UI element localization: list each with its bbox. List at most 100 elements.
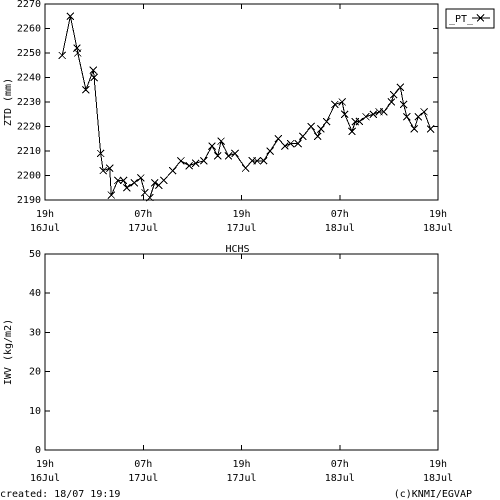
- data-marker: [130, 178, 139, 187]
- data-marker: [299, 132, 307, 141]
- data-marker: [307, 122, 315, 131]
- plot-frame: [44, 253, 439, 451]
- data-marker: [208, 142, 216, 150]
- data-marker: [253, 156, 261, 165]
- x-tick-date: 18Jul: [423, 473, 453, 484]
- y-tick-label: 2240: [17, 73, 41, 84]
- data-marker: [348, 127, 356, 136]
- x-tick-date: 17Jul: [128, 223, 158, 234]
- data-marker: [224, 152, 233, 160]
- y-tick-label: 2190: [17, 195, 41, 206]
- y-tick-label: 50: [29, 249, 41, 260]
- data-marker: [338, 98, 347, 106]
- data-marker: [105, 164, 114, 173]
- created-note: created: 18/07 19:19: [0, 489, 120, 500]
- x-tick-date: 17Jul: [226, 473, 256, 484]
- data-marker: [96, 149, 105, 158]
- y-tick-label: 2260: [17, 24, 41, 35]
- y-tick-label: 10: [29, 406, 41, 417]
- data-marker: [426, 125, 435, 133]
- y-tick-label: 20: [29, 367, 41, 378]
- data-marker: [185, 161, 193, 170]
- data-line: [61, 16, 432, 199]
- chart-title: HCHS: [225, 244, 249, 255]
- data-marker: [420, 107, 428, 116]
- x-tick-label: 19h: [429, 459, 447, 470]
- data-marker: [191, 159, 200, 168]
- y-tick-label: 0: [35, 445, 41, 456]
- data-marker: [410, 125, 419, 133]
- y-tick-label: 30: [29, 327, 41, 338]
- data-marker: [99, 166, 107, 175]
- data-marker: [313, 132, 322, 141]
- x-tick-date: 16Jul: [30, 223, 60, 234]
- data-marker: [66, 12, 75, 21]
- x-tick-date: 17Jul: [226, 223, 256, 234]
- x-tick-date: 17Jul: [128, 473, 158, 484]
- x-tick-label: 07h: [331, 459, 349, 470]
- data-marker: [241, 164, 250, 173]
- data-marker: [387, 98, 396, 106]
- data-marker: [73, 49, 82, 57]
- data-marker: [107, 191, 116, 199]
- x-tick-label: 19h: [429, 209, 447, 220]
- data-marker: [199, 156, 208, 165]
- data-marker: [259, 156, 268, 165]
- data-marker: [414, 112, 423, 121]
- y-tick-label: 2270: [17, 0, 41, 10]
- data-marker: [123, 183, 131, 192]
- data-marker: [213, 152, 222, 160]
- data-marker: [330, 100, 339, 109]
- credit-note: (c)KNMI/EGVAP: [394, 489, 472, 500]
- legend-marker: [476, 14, 485, 22]
- data-marker: [159, 176, 168, 185]
- data-marker: [114, 176, 122, 185]
- data-marker: [317, 125, 325, 133]
- data-marker: [340, 110, 349, 119]
- x-tick-date: 18Jul: [423, 223, 453, 234]
- data-marker: [403, 112, 411, 121]
- y-tick-label: 2210: [17, 146, 41, 157]
- y-axis-label: IWV (kg/m2): [3, 319, 14, 385]
- data-marker: [177, 156, 185, 165]
- data-marker: [380, 107, 388, 116]
- data-marker: [369, 110, 378, 119]
- data-marker: [136, 174, 145, 182]
- x-tick-label: 19h: [36, 209, 54, 220]
- legend-label: _PT_: [449, 14, 474, 25]
- legend-box: [445, 8, 495, 29]
- x-tick-label: 07h: [134, 459, 152, 470]
- x-tick-label: 19h: [232, 209, 250, 220]
- y-axis-label: ZTD (mm): [3, 78, 14, 126]
- data-marker: [119, 176, 128, 185]
- data-marker: [266, 147, 275, 155]
- data-marker: [286, 139, 295, 148]
- y-tick-label: 40: [29, 288, 41, 299]
- data-marker: [231, 149, 239, 158]
- x-tick-label: 19h: [36, 459, 54, 470]
- data-marker: [294, 139, 302, 148]
- x-tick-date: 18Jul: [325, 223, 355, 234]
- x-tick-label: 07h: [134, 209, 152, 220]
- x-tick-label: 07h: [331, 209, 349, 220]
- data-marker: [145, 193, 154, 202]
- y-tick-label: 2200: [17, 171, 41, 182]
- data-marker: [389, 90, 398, 99]
- data-marker: [217, 137, 225, 146]
- x-tick-label: 19h: [232, 459, 250, 470]
- data-marker: [89, 66, 98, 75]
- data-marker: [396, 83, 405, 92]
- data-marker: [355, 117, 364, 126]
- data-marker: [150, 178, 159, 187]
- data-marker: [322, 117, 331, 126]
- x-tick-date: 16Jul: [30, 473, 60, 484]
- y-tick-label: 2230: [17, 97, 41, 108]
- y-tick-label: 2220: [17, 122, 41, 133]
- data-marker: [58, 51, 67, 60]
- data-marker: [82, 85, 90, 94]
- y-tick-label: 2250: [17, 48, 41, 59]
- data-marker: [399, 100, 408, 109]
- data-marker: [90, 73, 98, 82]
- data-marker: [168, 166, 177, 175]
